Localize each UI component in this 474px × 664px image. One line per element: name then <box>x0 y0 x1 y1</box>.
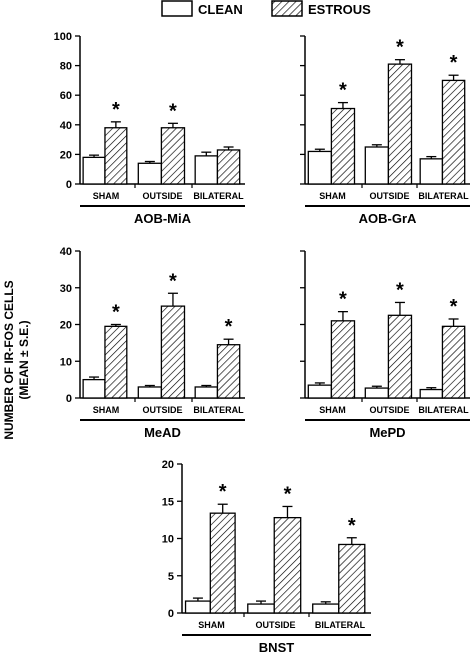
bar-clean <box>364 146 390 185</box>
bar-estrous <box>338 543 366 614</box>
bar-estrous <box>273 516 302 614</box>
bar-clean <box>307 384 333 399</box>
panel-mead: 0 10 20 30 40 * SHAM * OUTSIDE * BILATERAL MeAD <box>60 246 245 440</box>
significance-star: * <box>169 100 177 122</box>
legend-clean-swatch <box>161 0 193 17</box>
y-tick-label: 20 <box>60 149 72 161</box>
y-tick-label: 20 <box>162 459 174 471</box>
y-tick-label: 20 <box>60 320 72 332</box>
category-label: BILATERAL <box>418 405 469 415</box>
bar-clean <box>364 387 390 399</box>
bar-estrous <box>441 79 466 185</box>
bar-estrous <box>441 325 466 399</box>
significance-star: * <box>450 52 458 74</box>
significance-star: * <box>284 483 292 505</box>
y-tick-label: 100 <box>54 31 72 43</box>
category-label: BILATERAL <box>418 191 469 201</box>
bar-estrous <box>216 344 241 399</box>
significance-star: * <box>225 316 233 338</box>
significance-star: * <box>169 270 177 292</box>
bar-clean <box>194 386 219 399</box>
bar-estrous <box>104 325 128 399</box>
y-tick-label: 60 <box>60 90 72 102</box>
bar-clean <box>137 162 163 185</box>
bar-estrous <box>104 127 128 185</box>
bar-clean <box>419 388 444 399</box>
bar-clean <box>247 603 275 614</box>
significance-star: * <box>348 515 356 537</box>
category-label: SHAM <box>319 405 346 415</box>
bar-clean <box>194 155 219 185</box>
y-tick-label: 80 <box>60 61 72 73</box>
region-label: AOB-GrA <box>359 211 417 226</box>
category-label: OUTSIDE <box>369 191 409 201</box>
significance-star: * <box>112 99 120 121</box>
legend: CLEAN ESTROUS <box>161 0 371 17</box>
bar-clean <box>184 600 211 614</box>
region-label: BNST <box>259 640 294 655</box>
legend-clean-label: CLEAN <box>198 2 243 17</box>
y-tick-label: 5 <box>168 571 174 583</box>
bar-estrous <box>330 107 356 185</box>
significance-star: * <box>339 289 347 311</box>
region-label: MeAD <box>144 425 181 440</box>
category-label: OUTSIDE <box>369 405 409 415</box>
y-tick-label: 40 <box>60 246 72 258</box>
category-label: OUTSIDE <box>142 405 182 415</box>
category-label: SHAM <box>319 191 346 201</box>
bar-clean <box>307 150 333 185</box>
bar-clean <box>312 603 340 614</box>
bar-estrous <box>209 512 236 614</box>
category-label: BILATERAL <box>193 405 244 415</box>
bar-estrous <box>330 320 356 399</box>
panel-mepd: * SHAM * OUTSIDE * BILATERAL MePD <box>300 250 470 440</box>
bar-estrous <box>387 314 413 399</box>
category-label: BILATERAL <box>315 620 366 630</box>
category-label: OUTSIDE <box>142 191 182 201</box>
y-tick-label: 30 <box>60 283 72 295</box>
y-tick-label: 10 <box>162 534 174 546</box>
bar-clean <box>82 156 106 185</box>
y-tick-label: 10 <box>60 356 72 368</box>
category-label: BILATERAL <box>193 191 244 201</box>
significance-star: * <box>450 296 458 318</box>
y-tick-label: 15 <box>162 496 174 508</box>
category-label: OUTSIDE <box>255 620 295 630</box>
category-label: SHAM <box>93 405 120 415</box>
bar-clean <box>82 378 106 399</box>
legend-estrous-label: ESTROUS <box>308 2 371 17</box>
legend-estrous-swatch <box>271 0 303 17</box>
category-label: SHAM <box>198 620 225 630</box>
bar-clean <box>419 158 444 185</box>
y-tick-label: 0 <box>168 608 174 620</box>
bar-estrous <box>387 63 413 185</box>
region-label: AOB-MiA <box>134 211 192 226</box>
y-axis-label-sub: (MEAN ± S.E.) <box>17 320 31 399</box>
bar-estrous <box>160 305 186 399</box>
y-axis-label: NUMBER OF IR-FOS CELLS <box>2 280 16 439</box>
bar-estrous <box>160 127 186 185</box>
bar-clean <box>137 386 163 399</box>
y-tick-label: 0 <box>66 393 72 405</box>
panel-bnst: 0 5 10 15 20 * SHAM * OUTSIDE * BILATERAL BNST <box>162 459 371 655</box>
significance-star: * <box>396 279 404 301</box>
region-label: MePD <box>369 425 405 440</box>
panel-aob-mia: 0 20 40 60 80 100 * SHAM * OUTSIDE BILATERALAOB-Mi… <box>54 31 245 226</box>
significance-star: * <box>112 302 120 324</box>
significance-star: * <box>219 481 227 503</box>
y-tick-label: 0 <box>66 179 72 191</box>
y-tick-label: 40 <box>60 120 72 132</box>
significance-star: * <box>339 80 347 102</box>
category-label: SHAM <box>93 191 120 201</box>
significance-star: * <box>396 37 404 59</box>
bar-estrous <box>216 149 241 185</box>
